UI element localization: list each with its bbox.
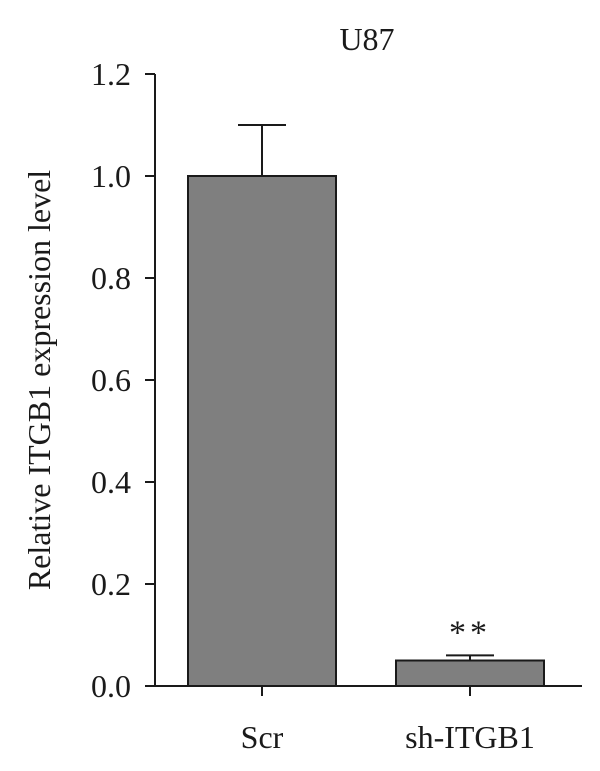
plot-area: 0.0 0.2 0.4 0.6 0.8 1.0 1.2 Scr sh-ITGB1 ** xyxy=(91,56,582,755)
bar-sh-itgb1 xyxy=(395,659,545,687)
x-tick-label: Scr xyxy=(241,719,284,755)
x-tick-label: sh-ITGB1 xyxy=(405,719,535,755)
y-tick-label: 1.2 xyxy=(91,56,131,92)
y-tick-label: 0.6 xyxy=(91,362,131,398)
chart-title: U87 xyxy=(339,21,394,57)
y-tick-label: 0.4 xyxy=(91,464,131,500)
significance-marker: ** xyxy=(449,614,491,651)
bar-scr xyxy=(187,175,337,687)
y-tick-label: 0.2 xyxy=(91,566,131,602)
y-axis-label: Relative ITGB1 expression level xyxy=(21,170,57,590)
y-tick-label: 0.0 xyxy=(91,668,131,704)
y-tick-label: 1.0 xyxy=(91,158,131,194)
y-tick-label: 0.8 xyxy=(91,260,131,296)
